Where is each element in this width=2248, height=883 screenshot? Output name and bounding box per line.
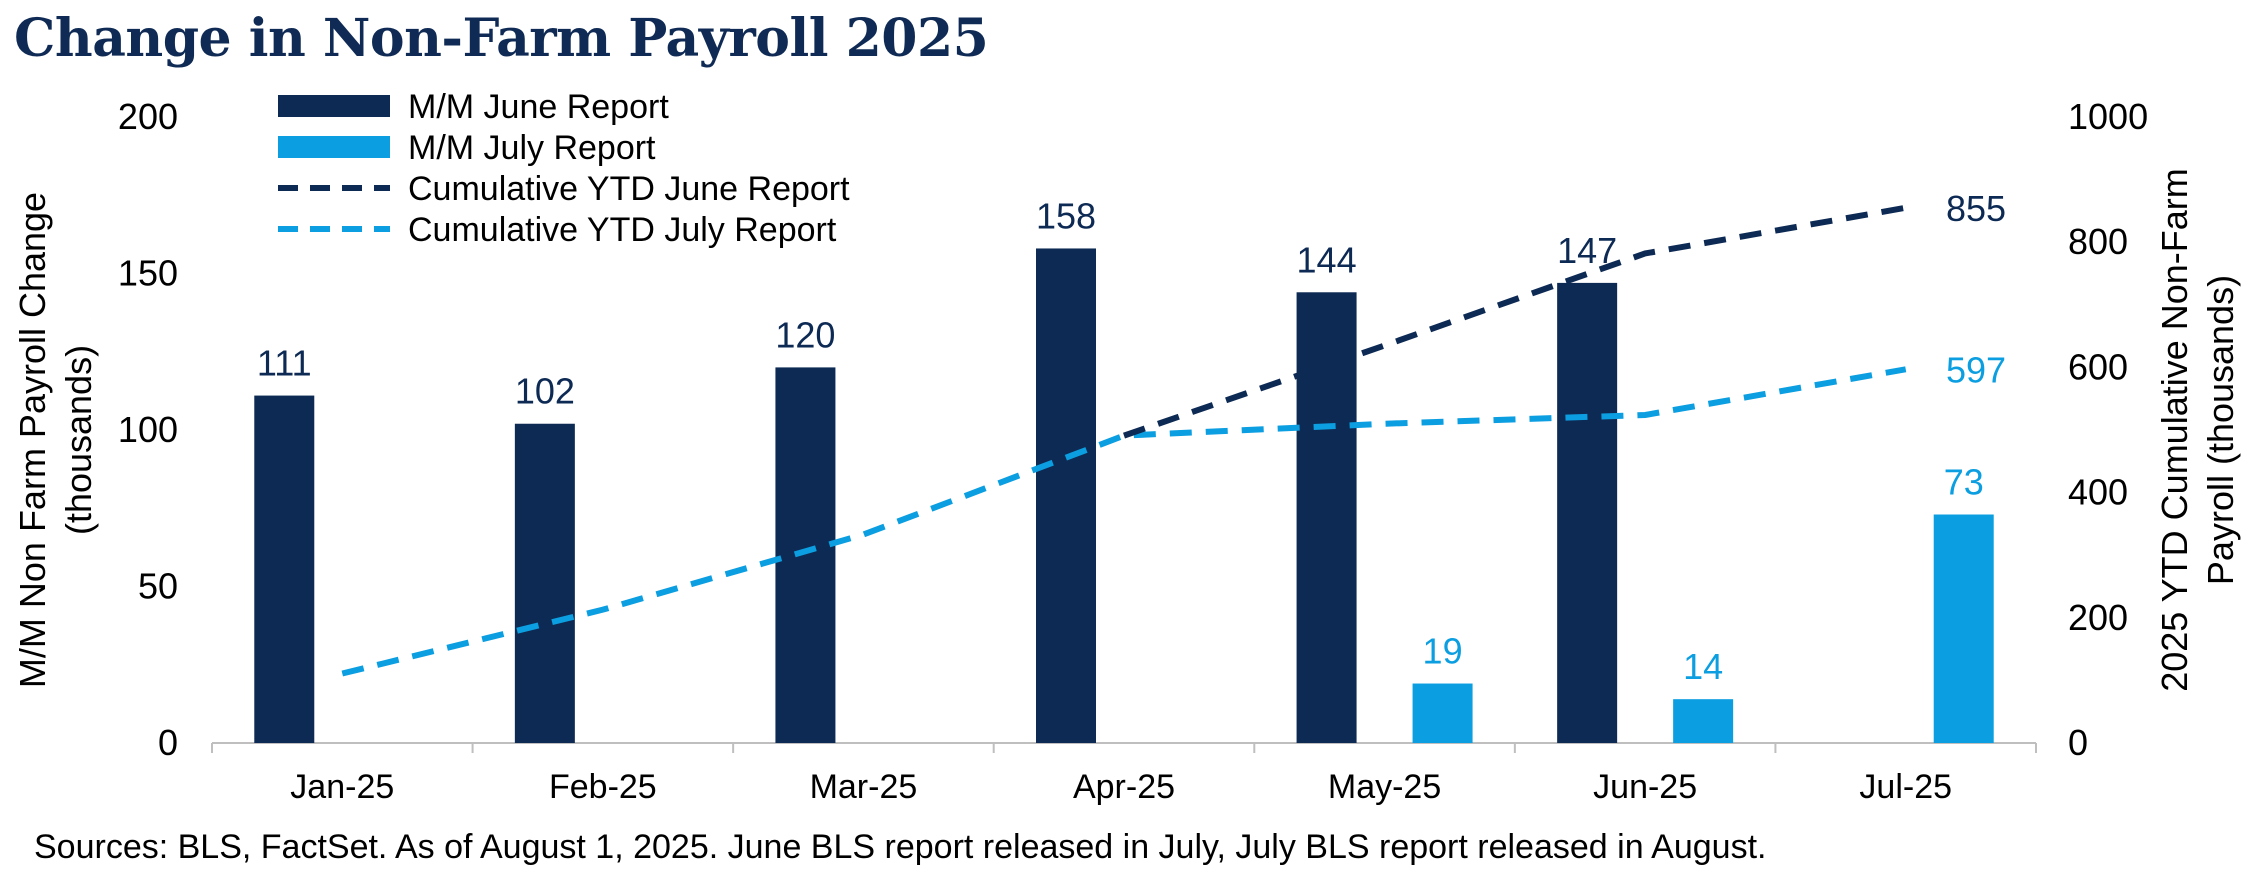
source-note: Sources: BLS, FactSet. As of August 1, 2… [34,828,1767,866]
bar-june-report [1296,292,1357,743]
data-label-july: 14 [1683,646,1723,687]
bar-june-report [514,423,575,743]
data-label-june: 102 [515,371,575,412]
bar-july-report [1412,683,1473,743]
y2-tick-label: 600 [2068,346,2128,387]
legend-label: Cumulative YTD July Report [408,211,837,249]
y-tick-label: 0 [158,722,178,763]
y2-axis-title-line: 2025 YTD Cumulative Non-Farm [2154,168,2195,692]
y-tick-label: 150 [118,253,178,294]
y-tick-label: 100 [118,409,178,450]
bar-june-report [775,367,836,743]
y2-tick-label: 800 [2068,221,2128,262]
bars-layer [254,248,1994,743]
data-label-june: 111 [257,343,312,384]
payroll-chart: Jan-25 Feb-25 Mar-25 Apr-25 May-25 Jun-25 Jul-… [12,88,2241,806]
y-axis-title-line: (thousands) [58,345,99,535]
data-label-july: 73 [1944,462,1984,503]
legend-swatch [278,136,390,158]
x-tick-label: Feb-25 [549,768,657,806]
axis-layer: Jan-25 Feb-25 Mar-25 Apr-25 May-25 Jun-25 Jul-… [12,96,2241,806]
line-cumulative-june-report [1123,204,1907,439]
bar-june-report [1036,248,1096,743]
bar-june-report [254,395,315,743]
data-labels-layer: 111 102 120 158 144 147 19 14 73 855 597 [257,188,2006,687]
bar-june-report [1557,282,1618,743]
data-label-june: 144 [1297,239,1357,280]
legend-label: M/M June Report [408,88,669,126]
chart-title: Change in Non-Farm Payroll 2025 [14,8,989,69]
lines-layer [341,204,1907,677]
x-tick-label: Jun-25 [1593,768,1697,806]
end-label-cumulative-june: 855 [1946,188,2006,229]
bar-july-report [1933,514,1994,743]
data-label-june: 120 [775,314,835,355]
x-tick-label: Jul-25 [1859,768,1952,806]
legend-swatch [278,95,390,117]
data-label-june: 147 [1557,230,1617,271]
bar-july-report [1673,699,1734,743]
legend-label: Cumulative YTD June Report [408,170,850,208]
y2-tick-label: 200 [2068,597,2128,638]
y-tick-label: 50 [138,566,178,607]
x-tick-label: Jan-25 [290,768,394,806]
data-label-july: 19 [1423,631,1463,672]
data-label-june: 158 [1036,195,1096,236]
x-tick-label: Mar-25 [810,768,918,806]
y-tick-label: 200 [118,96,178,137]
y-axis-title-line: M/M Non Farm Payroll Change [12,192,53,688]
x-tick-label: May-25 [1328,768,1441,806]
x-tick-label: Apr-25 [1073,768,1175,806]
legend-label: M/M July Report [408,129,656,167]
y2-tick-label: 400 [2068,472,2128,513]
y2-tick-label: 1000 [2068,96,2148,137]
end-label-cumulative-july: 597 [1946,349,2006,390]
y2-axis-title-line: Payroll (thousands) [2200,275,2241,585]
line-cumulative-july-report [341,366,1907,677]
y2-tick-label: 0 [2068,722,2088,763]
